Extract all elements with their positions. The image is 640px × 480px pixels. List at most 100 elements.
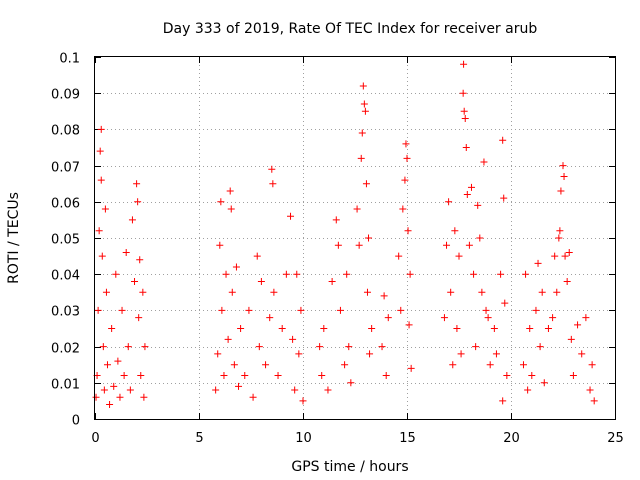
data-point [347, 379, 355, 387]
data-point [472, 343, 480, 351]
y-tick-label: 0.06 [51, 197, 80, 212]
data-point [460, 60, 468, 68]
data-point [131, 277, 139, 285]
data-point [590, 397, 598, 405]
data-point [565, 248, 573, 256]
data-point [462, 144, 470, 151]
data-point [255, 343, 263, 351]
data-point [526, 325, 534, 332]
data-point [459, 89, 467, 97]
data-point [353, 205, 361, 213]
data-point [318, 372, 326, 380]
data-point [549, 314, 557, 322]
x-axis-label: GPS time / hours [291, 459, 408, 475]
data-point [118, 306, 126, 314]
data-point [299, 397, 307, 405]
data-point [334, 241, 342, 249]
data-point [461, 115, 469, 123]
data-point [460, 107, 468, 115]
data-point [492, 350, 500, 358]
data-point [524, 386, 532, 394]
data-point [282, 270, 290, 278]
data-point [403, 154, 411, 162]
data-point [563, 277, 571, 285]
data-point [361, 107, 369, 115]
data-point [262, 361, 270, 369]
data-point [362, 180, 370, 188]
data-point [560, 172, 568, 180]
y-tick-label: 0.03 [51, 305, 80, 320]
data-point [453, 325, 461, 332]
data-point [139, 288, 147, 296]
y-tick-label: 0.05 [51, 233, 80, 248]
data-point [126, 386, 134, 394]
data-point [216, 241, 224, 249]
data-point [320, 325, 328, 332]
data-point [540, 379, 548, 387]
data-point [212, 386, 220, 394]
data-point [274, 372, 282, 380]
data-point [445, 198, 453, 206]
data-point [108, 325, 116, 332]
y-axis-label: ROTI / TECUs [6, 192, 22, 284]
data-point [98, 252, 106, 260]
data-point [106, 401, 114, 409]
data-point [100, 386, 108, 394]
data-point [559, 162, 567, 170]
data-point [141, 343, 149, 351]
data-point [451, 227, 459, 235]
data-point [135, 314, 143, 322]
data-point [297, 306, 305, 314]
data-point [358, 129, 366, 137]
data-point [316, 343, 324, 351]
y-tick-label: 0.01 [51, 378, 80, 393]
data-point [457, 350, 465, 358]
data-point [332, 216, 340, 224]
data-point [237, 325, 245, 332]
data-point [336, 306, 344, 314]
data-point [569, 372, 577, 380]
data-point [128, 216, 136, 224]
data-point [465, 241, 473, 249]
data-point [534, 259, 542, 267]
data-point [116, 393, 124, 401]
data-point [97, 176, 105, 184]
data-point [102, 288, 110, 296]
data-point [519, 361, 527, 369]
data-point [538, 288, 546, 296]
data-point [553, 288, 561, 296]
chart-title: Day 333 of 2019, Rate Of TEC Index for r… [163, 21, 538, 37]
data-point [497, 270, 505, 278]
y-tick-label: 0.08 [51, 124, 80, 139]
data-point [500, 194, 508, 202]
data-point [355, 241, 363, 249]
x-tick-label: 10 [295, 431, 312, 446]
data-point [257, 277, 265, 285]
data-point [228, 288, 236, 296]
data-point [357, 154, 365, 162]
data-point [232, 263, 240, 271]
y-tick-label: 0.04 [51, 269, 80, 284]
data-point [405, 321, 413, 329]
data-point [556, 227, 564, 235]
data-point [249, 393, 257, 401]
data-point [567, 335, 575, 343]
data-point [345, 343, 353, 351]
data-point [289, 335, 297, 343]
data-point [404, 227, 412, 235]
data-point [95, 227, 103, 235]
data-point [268, 165, 276, 173]
data-point [455, 252, 463, 260]
data-point [266, 314, 274, 322]
y-tick-label: 0.09 [51, 88, 80, 103]
y-tick-labels: 0 0.01 0.02 0.03 0.04 0.05 0.06 0.07 0.08 0.09 0.1 [51, 52, 80, 429]
data-point [227, 205, 235, 213]
data-point [217, 198, 225, 206]
data-point [220, 372, 228, 380]
data-point [382, 372, 390, 380]
data-point [293, 270, 301, 278]
data-point [407, 364, 415, 372]
data-point [365, 234, 373, 242]
data-point [544, 325, 552, 332]
